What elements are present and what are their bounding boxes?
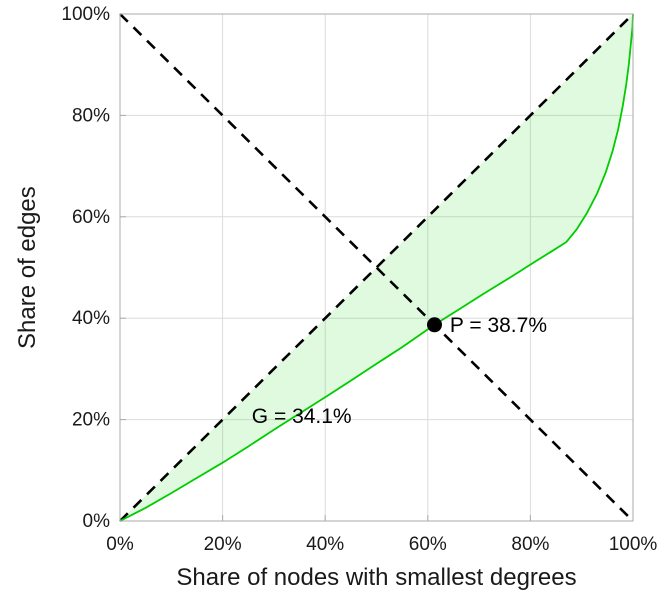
x-tick-label: 80% bbox=[511, 534, 549, 555]
anti-diagonal bbox=[119, 13, 634, 522]
plot-border bbox=[119, 13, 634, 522]
annotation-p-label: P = 38.7% bbox=[450, 314, 547, 337]
y-tick-label: 60% bbox=[72, 207, 110, 228]
y-tick-label: 40% bbox=[72, 308, 110, 329]
y-tick-label: 80% bbox=[72, 105, 110, 126]
annotation-g-label: G = 34.1% bbox=[252, 405, 352, 428]
x-tick-label: 0% bbox=[106, 534, 134, 555]
y-axis-label: Share of edges bbox=[14, 186, 41, 349]
y-tick-label: 100% bbox=[61, 4, 110, 25]
x-axis-label: Share of nodes with smallest degrees bbox=[176, 564, 577, 591]
equality-diagonal bbox=[119, 13, 634, 522]
intersection-point bbox=[427, 317, 442, 333]
y-tick-label: 20% bbox=[72, 410, 110, 431]
lorenz-curve bbox=[119, 13, 634, 522]
x-tick-label: 40% bbox=[306, 534, 344, 555]
x-tick-label: 60% bbox=[409, 534, 447, 555]
x-tick-label: 20% bbox=[204, 534, 242, 555]
y-tick-label: 0% bbox=[83, 511, 111, 532]
x-tick-label: 100% bbox=[609, 534, 658, 555]
